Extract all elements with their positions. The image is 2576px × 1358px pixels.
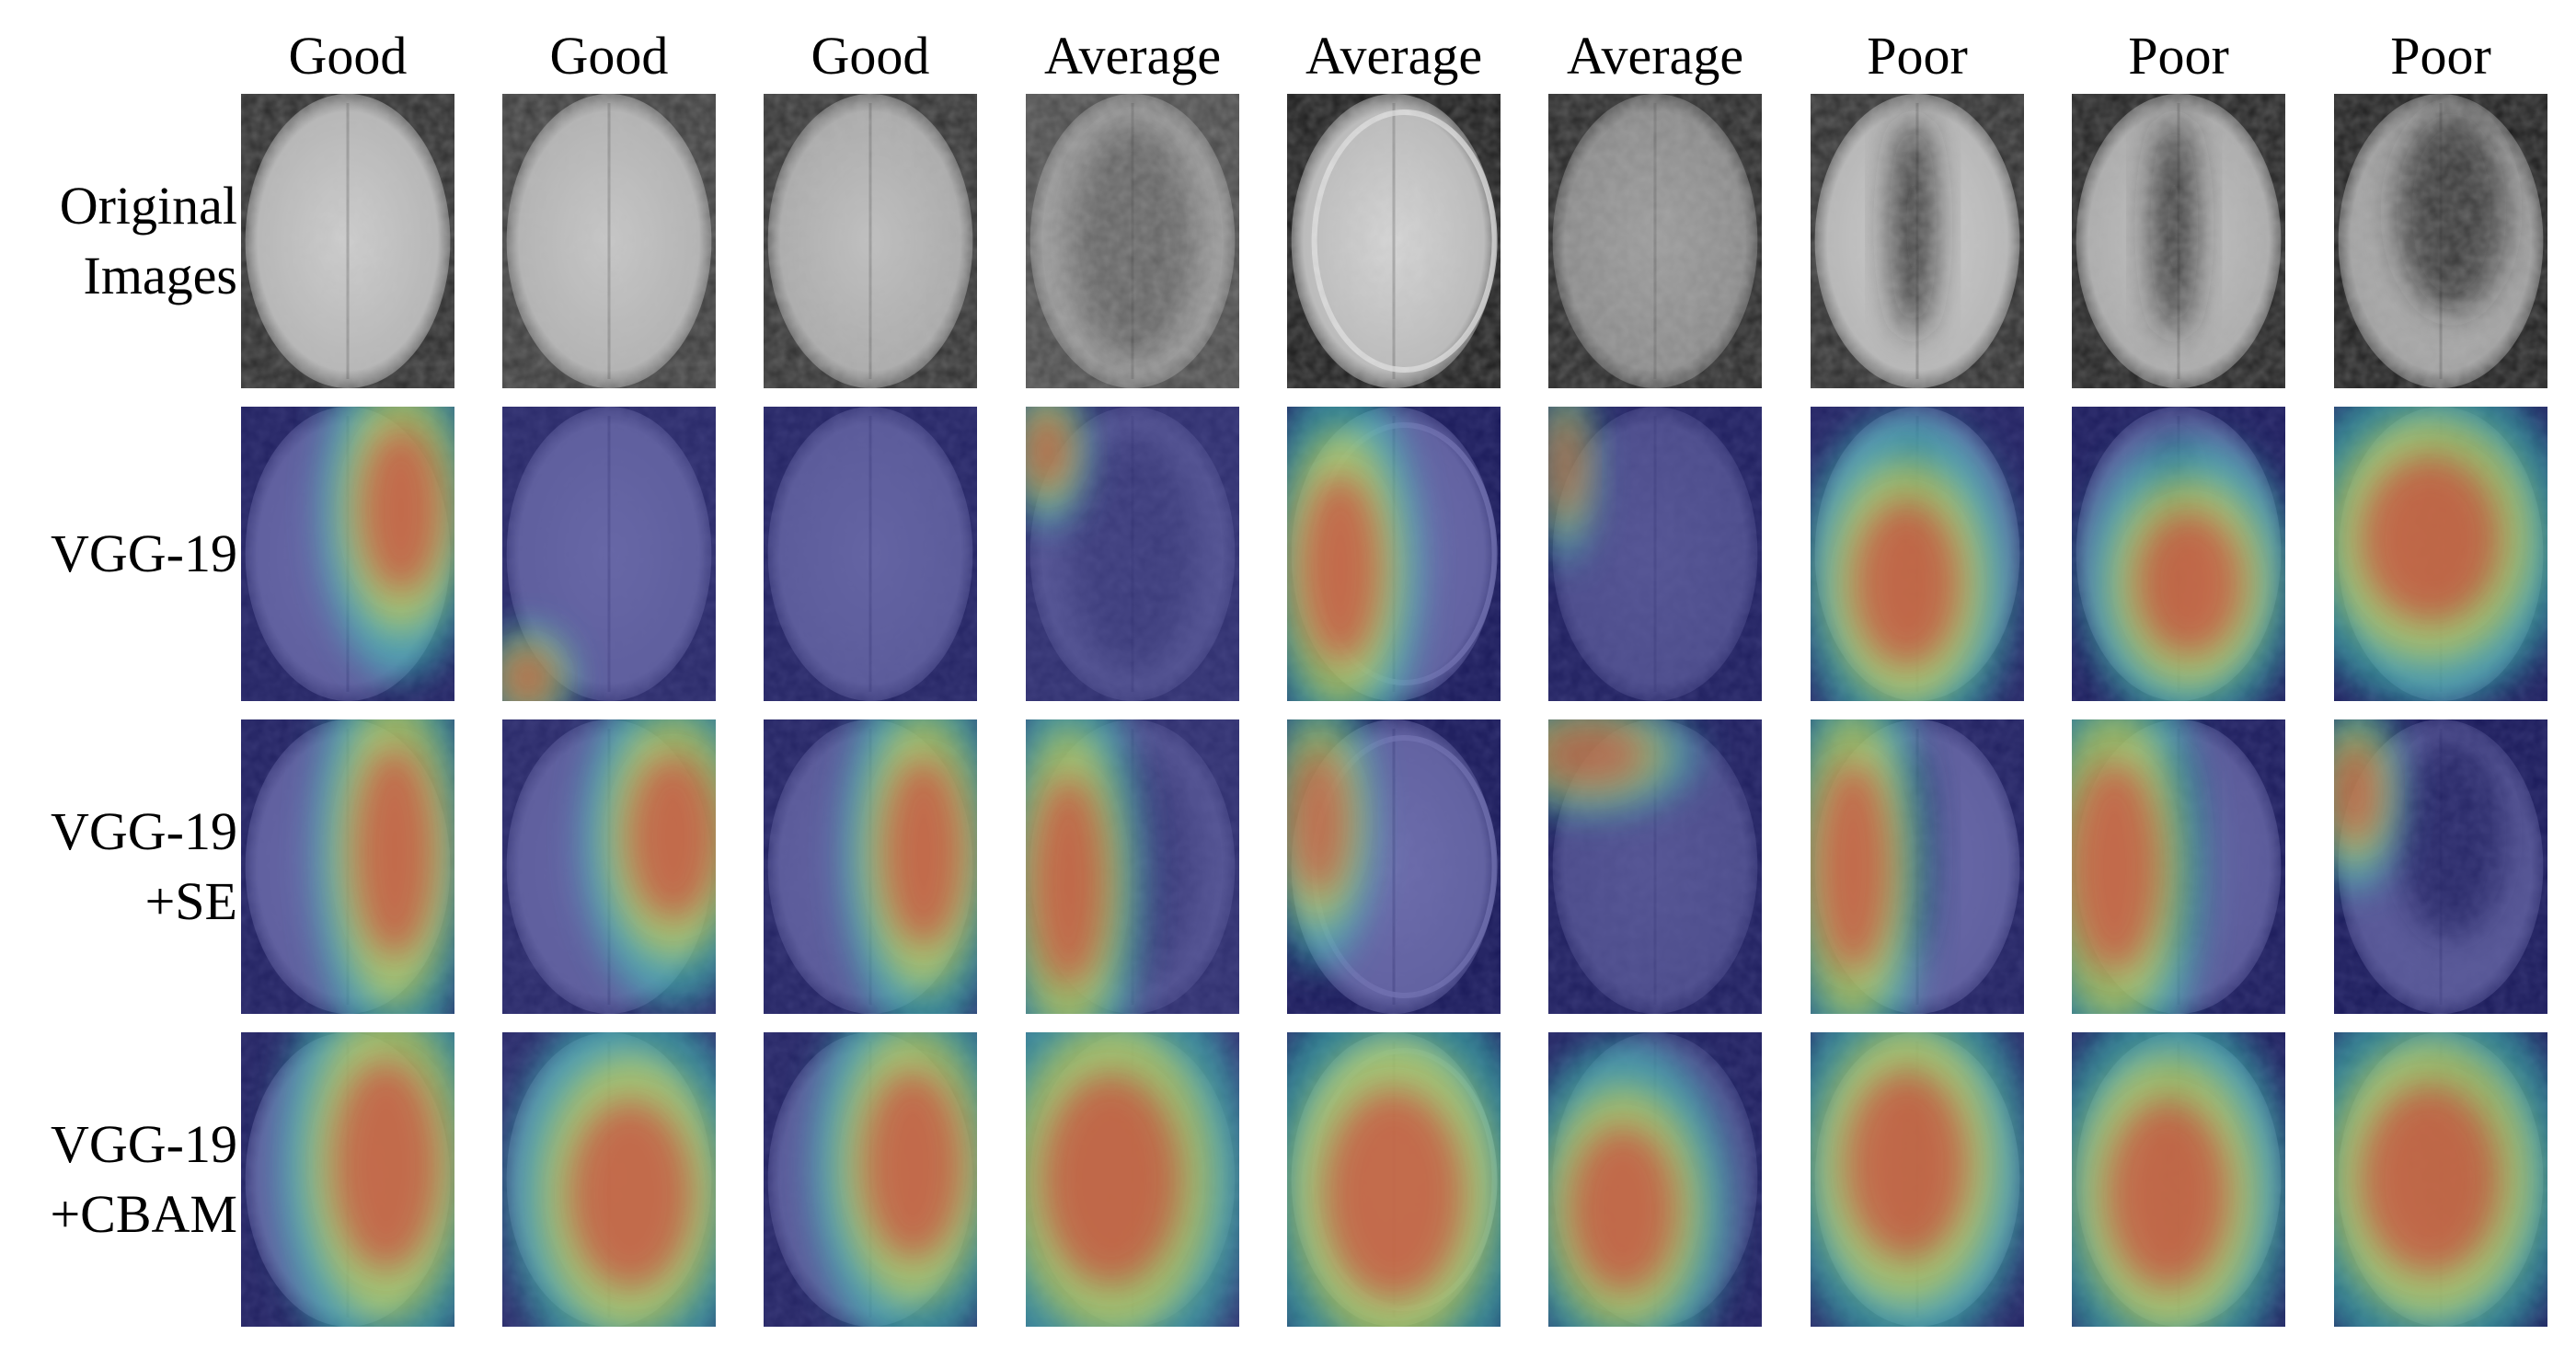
- row-label-3: VGG-19 +SE: [0, 719, 237, 1014]
- heatmap-image-r2-c4: [1026, 407, 1239, 701]
- seed-image: [2072, 407, 2285, 701]
- heatmap-image-r3-c9: [2334, 719, 2547, 1014]
- seed-image: [764, 719, 977, 1014]
- seed-image: [764, 1032, 977, 1327]
- seed-image: [502, 719, 716, 1014]
- heatmap-image-r3-c7: [1811, 719, 2024, 1014]
- heatmap-image-r4-c2: [502, 1032, 716, 1327]
- heatmap-image-r2-c9: [2334, 407, 2547, 701]
- seed-image: [1287, 94, 1501, 388]
- row-label-4: VGG-19 +CBAM: [0, 1032, 237, 1327]
- row-label-line: Images: [83, 246, 238, 305]
- original-image-r1-c3: [764, 94, 977, 388]
- seed-image: [1548, 1032, 1762, 1327]
- seed-image: [1026, 94, 1239, 388]
- heatmap-image-r3-c6: [1548, 719, 1762, 1014]
- heatmap-image-r3-c8: [2072, 719, 2285, 1014]
- heatmap-image-r4-c8: [2072, 1032, 2285, 1327]
- heatmap-image-r3-c2: [502, 719, 716, 1014]
- seed-image: [1026, 719, 1239, 1014]
- heatmap-image-r4-c9: [2334, 1032, 2547, 1327]
- column-label-9: Poor: [2390, 26, 2491, 86]
- heatmap-image-r2-c8: [2072, 407, 2285, 701]
- heatmap-image-r4-c3: [764, 1032, 977, 1327]
- seed-image: [2072, 1032, 2285, 1327]
- seed-image: [2334, 94, 2547, 388]
- heatmap-image-r3-c3: [764, 719, 977, 1014]
- seed-image: [1548, 407, 1762, 701]
- heatmap-image-r3-c4: [1026, 719, 1239, 1014]
- heatmap-image-r4-c7: [1811, 1032, 2024, 1327]
- seed-image: [1026, 1032, 1239, 1327]
- heatmap-image-r2-c1: [241, 407, 454, 701]
- heatmap-image-r2-c7: [1811, 407, 2024, 701]
- original-image-r1-c6: [1548, 94, 1762, 388]
- seed-image: [764, 94, 977, 388]
- seed-image: [1548, 719, 1762, 1014]
- original-image-r1-c1: [241, 94, 454, 388]
- seed-image: [2334, 407, 2547, 701]
- heatmap-image-r4-c5: [1287, 1032, 1501, 1327]
- heatmap-image-r2-c3: [764, 407, 977, 701]
- row-label-2: VGG-19: [0, 407, 237, 701]
- original-image-r1-c8: [2072, 94, 2285, 388]
- original-image-r1-c4: [1026, 94, 1239, 388]
- original-image-r1-c5: [1287, 94, 1501, 388]
- row-label-1: Original Images: [0, 94, 237, 388]
- heatmap-image-r4-c4: [1026, 1032, 1239, 1327]
- heatmap-image-r2-c6: [1548, 407, 1762, 701]
- original-image-r1-c9: [2334, 94, 2547, 388]
- seed-image: [241, 407, 454, 701]
- column-label-1: Good: [288, 26, 408, 86]
- seed-image: [1287, 407, 1501, 701]
- seed-image: [1287, 719, 1501, 1014]
- row-label-line: Original: [59, 176, 237, 236]
- seed-image: [1026, 407, 1239, 701]
- seed-image: [1811, 94, 2024, 388]
- row-label-line: +SE: [144, 871, 237, 931]
- heatmap-image-r4-c1: [241, 1032, 454, 1327]
- seed-image: [502, 1032, 716, 1327]
- seed-image: [502, 407, 716, 701]
- row-label-line: +CBAM: [50, 1184, 237, 1244]
- column-label-3: Good: [811, 26, 930, 86]
- original-image-r1-c7: [1811, 94, 2024, 388]
- seed-image: [241, 719, 454, 1014]
- heatmap-image-r2-c5: [1287, 407, 1501, 701]
- row-label-line: VGG-19: [51, 524, 237, 583]
- seed-image: [241, 94, 454, 388]
- heatmap-image-r3-c5: [1287, 719, 1501, 1014]
- column-label-5: Average: [1305, 26, 1483, 86]
- column-label-7: Poor: [1867, 26, 1968, 86]
- seed-image: [1287, 1032, 1501, 1327]
- heatmap-image-r2-c2: [502, 407, 716, 701]
- heatmap-image-r4-c6: [1548, 1032, 1762, 1327]
- seed-image: [2072, 719, 2285, 1014]
- seed-image: [1548, 94, 1762, 388]
- seed-image: [1811, 1032, 2024, 1327]
- column-label-2: Good: [549, 26, 669, 86]
- seed-image: [1811, 719, 2024, 1014]
- column-label-6: Average: [1566, 26, 1744, 86]
- original-image-r1-c2: [502, 94, 716, 388]
- column-label-8: Poor: [2128, 26, 2229, 86]
- seed-image: [2334, 719, 2547, 1014]
- row-label-line: VGG-19: [51, 801, 237, 861]
- seed-image: [764, 407, 977, 701]
- column-label-4: Average: [1043, 26, 1222, 86]
- row-label-line: VGG-19: [51, 1114, 237, 1174]
- heatmap-image-r3-c1: [241, 719, 454, 1014]
- seed-image: [2072, 94, 2285, 388]
- seed-image: [502, 94, 716, 388]
- seed-image: [241, 1032, 454, 1327]
- seed-image: [1811, 407, 2024, 701]
- seed-image: [2334, 1032, 2547, 1327]
